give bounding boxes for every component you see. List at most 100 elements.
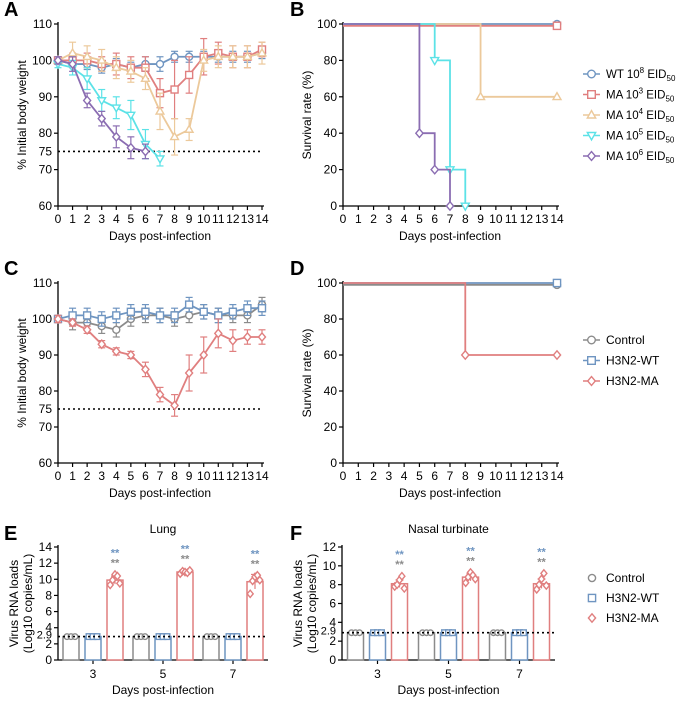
- significance-vs-control: **: [111, 557, 120, 569]
- x-tick-label: 13: [535, 212, 549, 226]
- bar: [84, 635, 102, 661]
- survival-marker: [445, 200, 455, 212]
- y-tick-label: 20: [324, 163, 338, 177]
- legend-marker: [586, 375, 597, 387]
- x-tick-label: 0: [55, 469, 62, 483]
- detection-limit-label: 2.9: [37, 630, 52, 642]
- survival-marker: [552, 349, 562, 361]
- survival-step-line: [343, 23, 451, 206]
- y-tick-label: 110: [33, 276, 52, 290]
- x-tick-label: 11: [212, 212, 225, 226]
- data-point: [125, 111, 136, 121]
- data-point: [199, 349, 209, 361]
- bar: [154, 635, 172, 661]
- significance-vs-control: **: [251, 558, 260, 570]
- y-tick-label: 110: [33, 17, 52, 31]
- x-tick-label: 3: [386, 469, 393, 483]
- legend-marker: [587, 593, 597, 603]
- data-point: [141, 307, 150, 316]
- y-tick-label: 12: [323, 540, 337, 554]
- data-point: [126, 142, 136, 153]
- x-tick-label: 1: [355, 469, 362, 483]
- x-axis-title: Days post-infection: [399, 486, 501, 500]
- x-axis-title: Days post-infection: [399, 229, 501, 243]
- significance-vs-control: **: [466, 555, 475, 567]
- y-tick-label: 0: [330, 456, 337, 470]
- x-tick-label: 3: [90, 667, 97, 681]
- data-point: [257, 331, 267, 343]
- y-tick-label: 100: [32, 312, 52, 326]
- legend-subscript: 50: [667, 74, 676, 83]
- bar-data-point: [115, 578, 124, 589]
- y-tick-label: 2: [329, 634, 336, 648]
- series-1: [53, 296, 267, 327]
- x-tick-label: 8: [171, 469, 178, 483]
- y-axis-title: Survival rate (%): [300, 329, 314, 418]
- legend-marker: [586, 109, 597, 119]
- legend-unit: EID: [643, 151, 665, 163]
- x-tick-label: 7: [157, 212, 164, 226]
- survival-marker: [430, 164, 440, 175]
- bar-data-point: [397, 571, 406, 581]
- y-tick-label: 40: [324, 126, 338, 140]
- data-point: [53, 313, 63, 325]
- data-point: [199, 307, 208, 316]
- y-tick-label: 0: [330, 199, 337, 213]
- x-tick-label: 3: [374, 667, 381, 681]
- survival-marker: [475, 91, 486, 101]
- x-tick-label: 5: [416, 469, 423, 483]
- chart-title: Lung: [150, 522, 177, 536]
- x-tick-label: 14: [255, 469, 269, 483]
- data-point: [184, 70, 194, 80]
- legend-exponent: 3: [639, 87, 644, 96]
- x-tick-label: 7: [516, 667, 523, 681]
- data-point: [82, 51, 93, 61]
- x-tick-label: 10: [197, 212, 211, 226]
- data-point: [228, 307, 238, 316]
- x-axis-title: Days post-infection: [112, 683, 214, 697]
- y-axis-title: Virus RNA loads: [7, 560, 21, 647]
- data-point: [111, 131, 121, 143]
- y-tick-label: 60: [324, 348, 338, 362]
- legend-label-mid: Control: [606, 333, 645, 347]
- series-2: [52, 41, 268, 156]
- survival-step-line: [343, 23, 467, 206]
- legend-exponent: 8: [640, 66, 645, 75]
- data-point: [256, 47, 268, 57]
- bar: [106, 579, 124, 661]
- data-point: [140, 73, 151, 83]
- x-tick-label: 0: [55, 212, 62, 226]
- bar: [461, 576, 480, 661]
- legend-marker: [587, 89, 597, 99]
- y-tick-label: 10: [323, 559, 337, 573]
- x-tick-label: 2: [370, 469, 377, 483]
- data-point: [213, 51, 224, 61]
- data-point: [170, 52, 179, 61]
- data-point: [155, 311, 165, 320]
- x-tick-label: 7: [447, 212, 454, 226]
- x-tick-label: 10: [489, 212, 503, 226]
- legend-marker: [586, 131, 597, 142]
- x-tick-label: 11: [505, 469, 518, 483]
- y-tick-label: 90: [39, 90, 53, 104]
- bar-data-point: [542, 580, 551, 591]
- y-tick-label: 8: [329, 578, 336, 592]
- survival-series-1: [343, 21, 562, 31]
- y-tick-label: 60: [39, 199, 53, 213]
- data-point: [227, 51, 238, 61]
- x-tick-label: 8: [462, 212, 469, 226]
- x-tick-label: 6: [431, 469, 438, 483]
- y-tick-label: 12: [39, 556, 53, 570]
- x-tick-label: 14: [550, 212, 564, 226]
- bar-data-point: [471, 574, 480, 584]
- y-tick-label: 2: [45, 637, 52, 651]
- reference-line-label: 75: [39, 402, 53, 416]
- bar: [532, 582, 551, 661]
- significance-vs-control: **: [537, 556, 546, 568]
- x-tick-label: 11: [212, 469, 225, 483]
- x-tick-label: 10: [489, 469, 503, 483]
- x-axis-title: Days post-infection: [397, 683, 499, 697]
- legend-marker: [587, 573, 597, 583]
- bar: [62, 635, 80, 661]
